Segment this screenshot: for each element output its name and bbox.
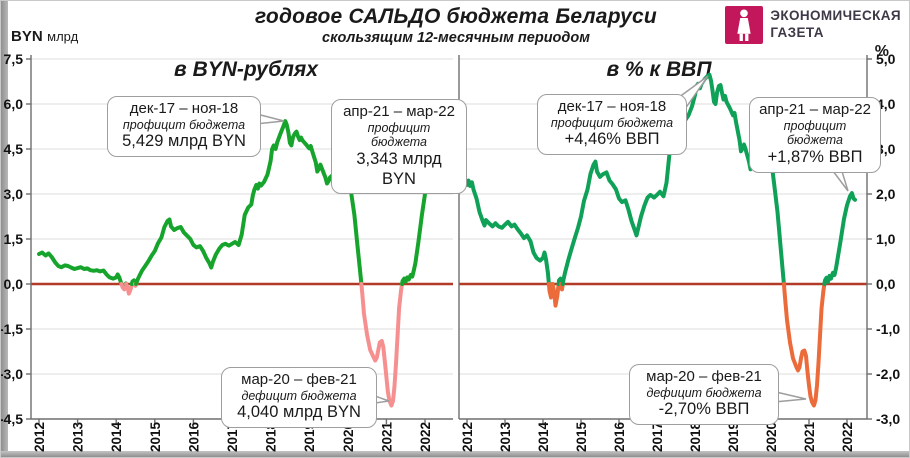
callout-value: 5,429 млрд BYN [122, 132, 246, 151]
callout-label: дефицит бюджета [241, 388, 357, 403]
x-tick-label: 2012 [32, 422, 47, 452]
series-segment-positive [465, 178, 551, 286]
callout-byn-surplus-2022: апр-21 – мар-22 профицит бюджета 3,343 м… [331, 99, 467, 195]
callout-label: профицит бюджета [122, 117, 246, 132]
x-tick-label: 2019 [302, 422, 317, 452]
x-tick-label: 2019 [726, 422, 741, 452]
callout-period: мар-20 – фев-21 [646, 368, 762, 385]
x-tick-label: 2015 [574, 421, 589, 452]
publisher-logo-line2: ГАЗЕТА [770, 25, 824, 40]
series-segment-positive [556, 276, 564, 286]
left-axis-unit-label: BYN млрд [11, 28, 78, 46]
y-tick-label: -1,0 [876, 321, 900, 337]
y-tick-label: 2,0 [876, 186, 896, 202]
callout-period: апр-21 – мар-22 [759, 101, 871, 118]
series-segment-negative [781, 282, 827, 408]
callout-value: 3,343 млрд BYN [356, 150, 442, 188]
y-tick-label: 1,5 [4, 231, 24, 247]
y-tick-label: 5,0 [876, 51, 896, 67]
x-tick-label: 2022 [418, 422, 433, 452]
y-tick-label: 7,5 [4, 51, 24, 67]
x-tick-label: 2013 [71, 421, 86, 452]
y-tick-label: 6,0 [4, 96, 24, 112]
x-tick-label: 2018 [688, 421, 703, 452]
callout-byn-deficit-2020: мар-20 – фев-21 дефицит бюджета 4,040 мл… [221, 367, 377, 428]
x-tick-label: 2015 [148, 421, 163, 452]
page-subtitle: скользящим 12-месячным периодом [322, 30, 590, 46]
callout-period: мар-20 – фев-21 [241, 371, 357, 388]
x-tick-label: 2021 [802, 421, 817, 452]
callout-value: +1,87% ВВП [767, 148, 863, 167]
callout-period: дек-17 – ноя-18 [557, 98, 667, 115]
series-segment-positive [822, 191, 857, 286]
callout-byn-surplus-2018: дек-17 – ноя-18 профицит бюджета 5,429 м… [107, 96, 261, 157]
x-tick-label: 2020 [341, 422, 356, 452]
callout-label: профицит бюджета [783, 118, 847, 148]
callout-gdp-surplus-2018: дек-17 – ноя-18 профицит бюджета +4,46% … [537, 94, 687, 155]
series-segment-positive [37, 250, 124, 286]
callout-value: +4,46% ВВП [564, 130, 660, 149]
x-tick-label: 2013 [498, 421, 513, 452]
x-tick-label: 2014 [109, 421, 124, 452]
callout-value: -2,70% ВВП [658, 400, 750, 419]
x-tick-label: 2018 [264, 421, 279, 452]
callout-period: дек-17 – ноя-18 [129, 100, 239, 117]
series-segment-negative [546, 282, 555, 300]
y-tick-label: 1,0 [876, 231, 896, 247]
series-segment-positive [134, 119, 364, 286]
x-tick-label: 2016 [186, 421, 201, 452]
y-tick-label: -1,5 [1, 321, 23, 337]
callout-period: апр-21 – мар-22 [343, 103, 455, 120]
x-tick-label: 2012 [460, 422, 475, 452]
window-edge-left [1, 1, 8, 457]
right-axis-unit-label: % [874, 43, 889, 60]
x-tick-label: 2022 [840, 422, 855, 452]
series-segment-negative [124, 282, 134, 296]
callout-label: дефицит бюджета [646, 385, 762, 400]
x-tick-label: 2020 [764, 422, 779, 452]
x-tick-label: 2017 [650, 422, 665, 452]
series-segment-negative [119, 282, 128, 292]
publisher-logo-line1: ЭКОНОМИЧЕСКАЯ [770, 8, 901, 24]
x-tick-label: 2014 [536, 421, 551, 452]
callout-label: профицит бюджета [550, 115, 674, 130]
y-tick-label: 3,0 [4, 186, 24, 202]
left-axis-unit-currency: BYN [11, 28, 43, 45]
publisher-logo-icon [725, 6, 764, 44]
y-tick-label: 4,5 [4, 141, 24, 157]
left-axis-unit-scale: млрд [47, 29, 79, 44]
publisher-logo: ЭКОНОМИЧЕСКАЯ ГАЗЕТА [725, 6, 901, 44]
x-tick-label: 2021 [379, 421, 394, 452]
panel-title-byn: в BYN-рублях [174, 58, 318, 81]
x-tick-label: 2016 [612, 421, 627, 452]
page-title: годовое САЛЬДО бюджета Беларуси [255, 5, 657, 28]
y-tick-label: -3,0 [876, 411, 900, 427]
series-segment-negative [550, 282, 561, 308]
panel-title-gdp: в % к ВВП [606, 58, 712, 81]
series-segment-negative [359, 282, 405, 408]
y-tick-label: -3,0 [1, 366, 23, 382]
person-silhouette-icon [737, 9, 751, 41]
window-edge-bottom [1, 451, 909, 457]
y-tick-label: 0,0 [876, 276, 896, 292]
callout-value: 4,040 млрд BYN [237, 403, 361, 422]
x-tick-label: 2017 [225, 422, 240, 452]
callout-gdp-deficit-2020: мар-20 – фев-21 дефицит бюджета -2,70% В… [629, 364, 779, 425]
callout-gdp-surplus-2022: апр-21 – мар-22 профицит бюджета +1,87% … [749, 97, 881, 173]
callout-label: профицит бюджета [367, 120, 431, 150]
y-tick-label: 0,0 [4, 276, 24, 292]
publisher-logo-text: ЭКОНОМИЧЕСКАЯ ГАЗЕТА [770, 8, 901, 42]
y-tick-label: -2,0 [876, 366, 900, 382]
y-tick-label: -4,5 [1, 411, 23, 427]
